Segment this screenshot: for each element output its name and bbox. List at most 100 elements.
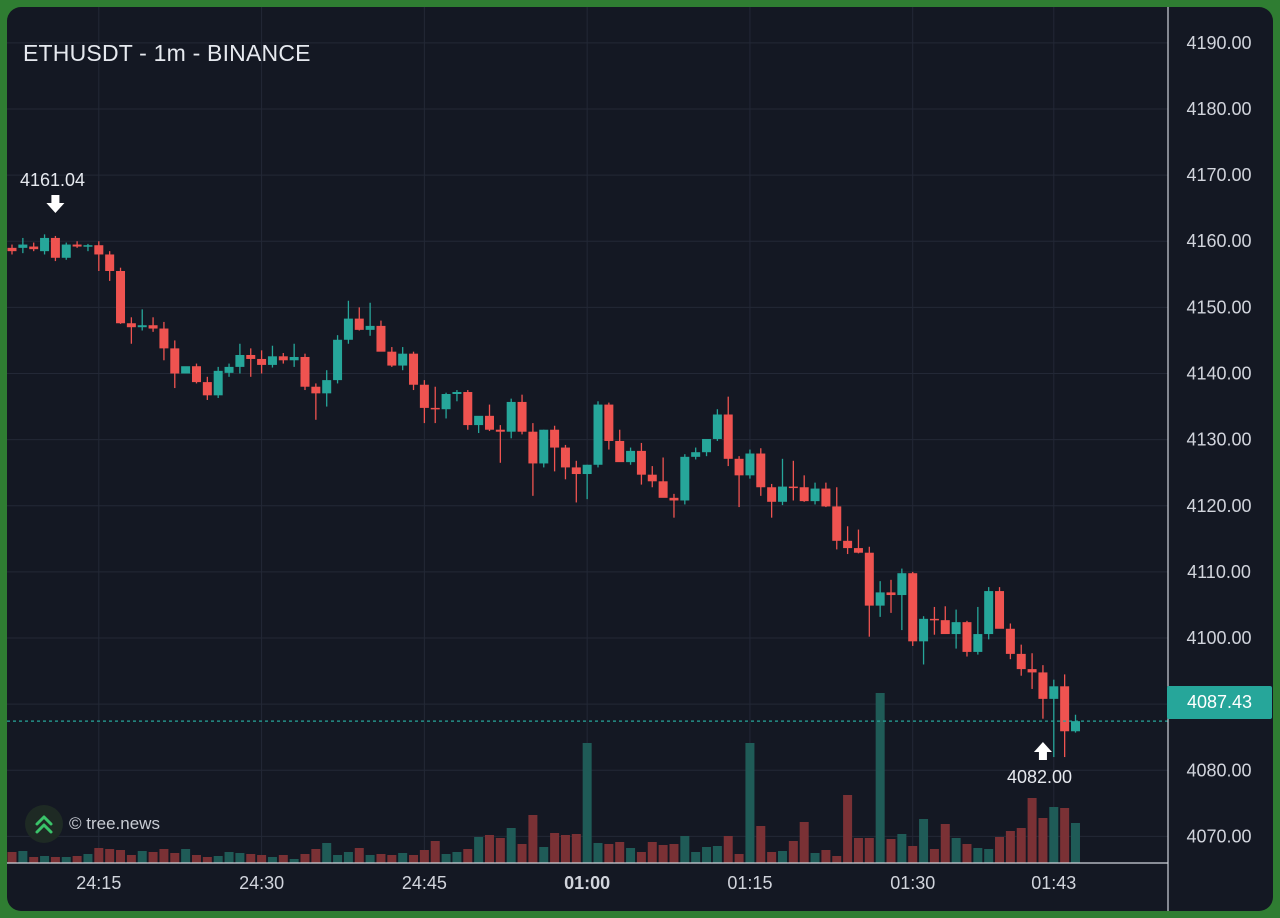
volume-bar: [962, 844, 972, 863]
volume-bar: [702, 847, 712, 863]
volume-bar: [723, 836, 733, 863]
candle-body: [83, 245, 93, 247]
volume-bar: [267, 857, 277, 863]
volume-bar: [29, 857, 39, 863]
candle-body: [1070, 721, 1080, 732]
volume-bar: [582, 743, 592, 863]
candle-body: [691, 452, 701, 457]
volume-bar: [72, 856, 82, 863]
candle-body: [202, 382, 212, 396]
candle-body: [1060, 686, 1070, 732]
volume-bar: [224, 852, 234, 863]
watermark: © tree.news: [25, 805, 160, 843]
volume-bar: [105, 849, 115, 863]
candle-body: [767, 487, 777, 502]
volume-bar: [832, 856, 842, 863]
candle-body: [419, 384, 429, 408]
candle-body: [105, 254, 115, 272]
volume-bar: [170, 853, 180, 863]
volume-bar: [984, 849, 994, 863]
candle-body: [788, 486, 798, 489]
candle-body: [235, 354, 245, 367]
x-tick-label: 01:43: [1031, 873, 1076, 893]
candle-body: [409, 353, 419, 385]
volume-bar: [213, 856, 223, 863]
volume-bar: [875, 693, 885, 863]
arrow-down-icon: [46, 195, 65, 213]
volume-bar: [604, 844, 614, 863]
last-price-tag: 4087.43: [1167, 686, 1272, 719]
x-tick-label: 24:15: [76, 873, 121, 893]
chart-frame: 4190.00 4180.00 4170.00 4160.00 4150.00 4140.…: [7, 7, 1273, 911]
volume-bar: [191, 855, 201, 863]
volume-bar: [148, 852, 158, 863]
y-tick-label: 4120.00: [1186, 496, 1251, 516]
candle-body: [908, 573, 918, 642]
y-tick-label: 4130.00: [1186, 430, 1251, 450]
candle-body: [441, 394, 451, 410]
volume-bar: [126, 855, 136, 863]
volume-bar: [257, 855, 267, 863]
volume-bar: [669, 844, 679, 863]
candle-body: [832, 506, 842, 541]
candle-body: [191, 366, 201, 383]
candle-body: [962, 622, 972, 652]
volume-bar: [745, 743, 755, 863]
volume-bar: [94, 848, 104, 863]
volume-bar: [919, 819, 929, 863]
volume-bar: [409, 855, 419, 863]
arrow-up-icon: [1033, 742, 1052, 760]
high-price-label: 4161.04: [20, 170, 86, 190]
candle-body: [18, 244, 28, 248]
candle-body: [1049, 686, 1059, 699]
candle-body: [919, 618, 929, 642]
candle-body: [669, 497, 679, 501]
candle-body: [636, 450, 646, 475]
y-tick-label: 4170.00: [1186, 165, 1251, 185]
volume-bar: [767, 852, 777, 863]
candle-body: [61, 244, 71, 258]
volume-bar: [159, 849, 169, 863]
candle-body: [257, 358, 267, 365]
x-tick-label: 01:00: [564, 873, 610, 893]
x-tick-label: 24:45: [402, 873, 447, 893]
candle-body: [474, 415, 484, 426]
candle-body: [40, 237, 50, 252]
volume-bar: [810, 853, 820, 863]
candle-body: [213, 370, 223, 396]
candle-body: [1005, 628, 1015, 654]
volume-bar: [474, 837, 484, 863]
candle-body: [951, 622, 961, 635]
candlestick-chart[interactable]: 4190.00 4180.00 4170.00 4160.00 4150.00 4140.…: [7, 7, 1273, 911]
y-tick-label: 4180.00: [1186, 99, 1251, 119]
volume-bar: [387, 855, 397, 863]
candle-body: [398, 353, 408, 366]
candle-body: [1038, 672, 1048, 699]
candle-body: [29, 246, 39, 250]
volume-bar: [658, 845, 668, 863]
volume-bar: [1005, 831, 1015, 863]
volume-bar: [897, 834, 907, 863]
volume-bar: [788, 841, 798, 863]
volume-bar: [1060, 808, 1070, 863]
candle-body: [604, 404, 614, 441]
candle-body: [756, 453, 766, 488]
y-tick-label: 4140.00: [1186, 364, 1251, 384]
volume-bars: [7, 693, 1080, 863]
candle-body: [72, 244, 82, 247]
volume-bar: [908, 846, 918, 863]
volume-bar: [799, 822, 809, 863]
candle-body: [322, 380, 332, 394]
y-tick-label: 4080.00: [1186, 760, 1251, 780]
volume-bar: [615, 842, 625, 863]
candle-body: [973, 634, 983, 652]
candle-body: [626, 450, 636, 463]
y-tick-label: 4070.00: [1186, 826, 1251, 846]
volume-bar: [354, 848, 364, 863]
volume-bar: [756, 826, 766, 863]
volume-bar: [365, 855, 375, 863]
volume-bar: [843, 795, 853, 863]
candle-body: [170, 348, 180, 374]
volume-bar: [343, 852, 353, 863]
volume-bar: [929, 849, 939, 863]
